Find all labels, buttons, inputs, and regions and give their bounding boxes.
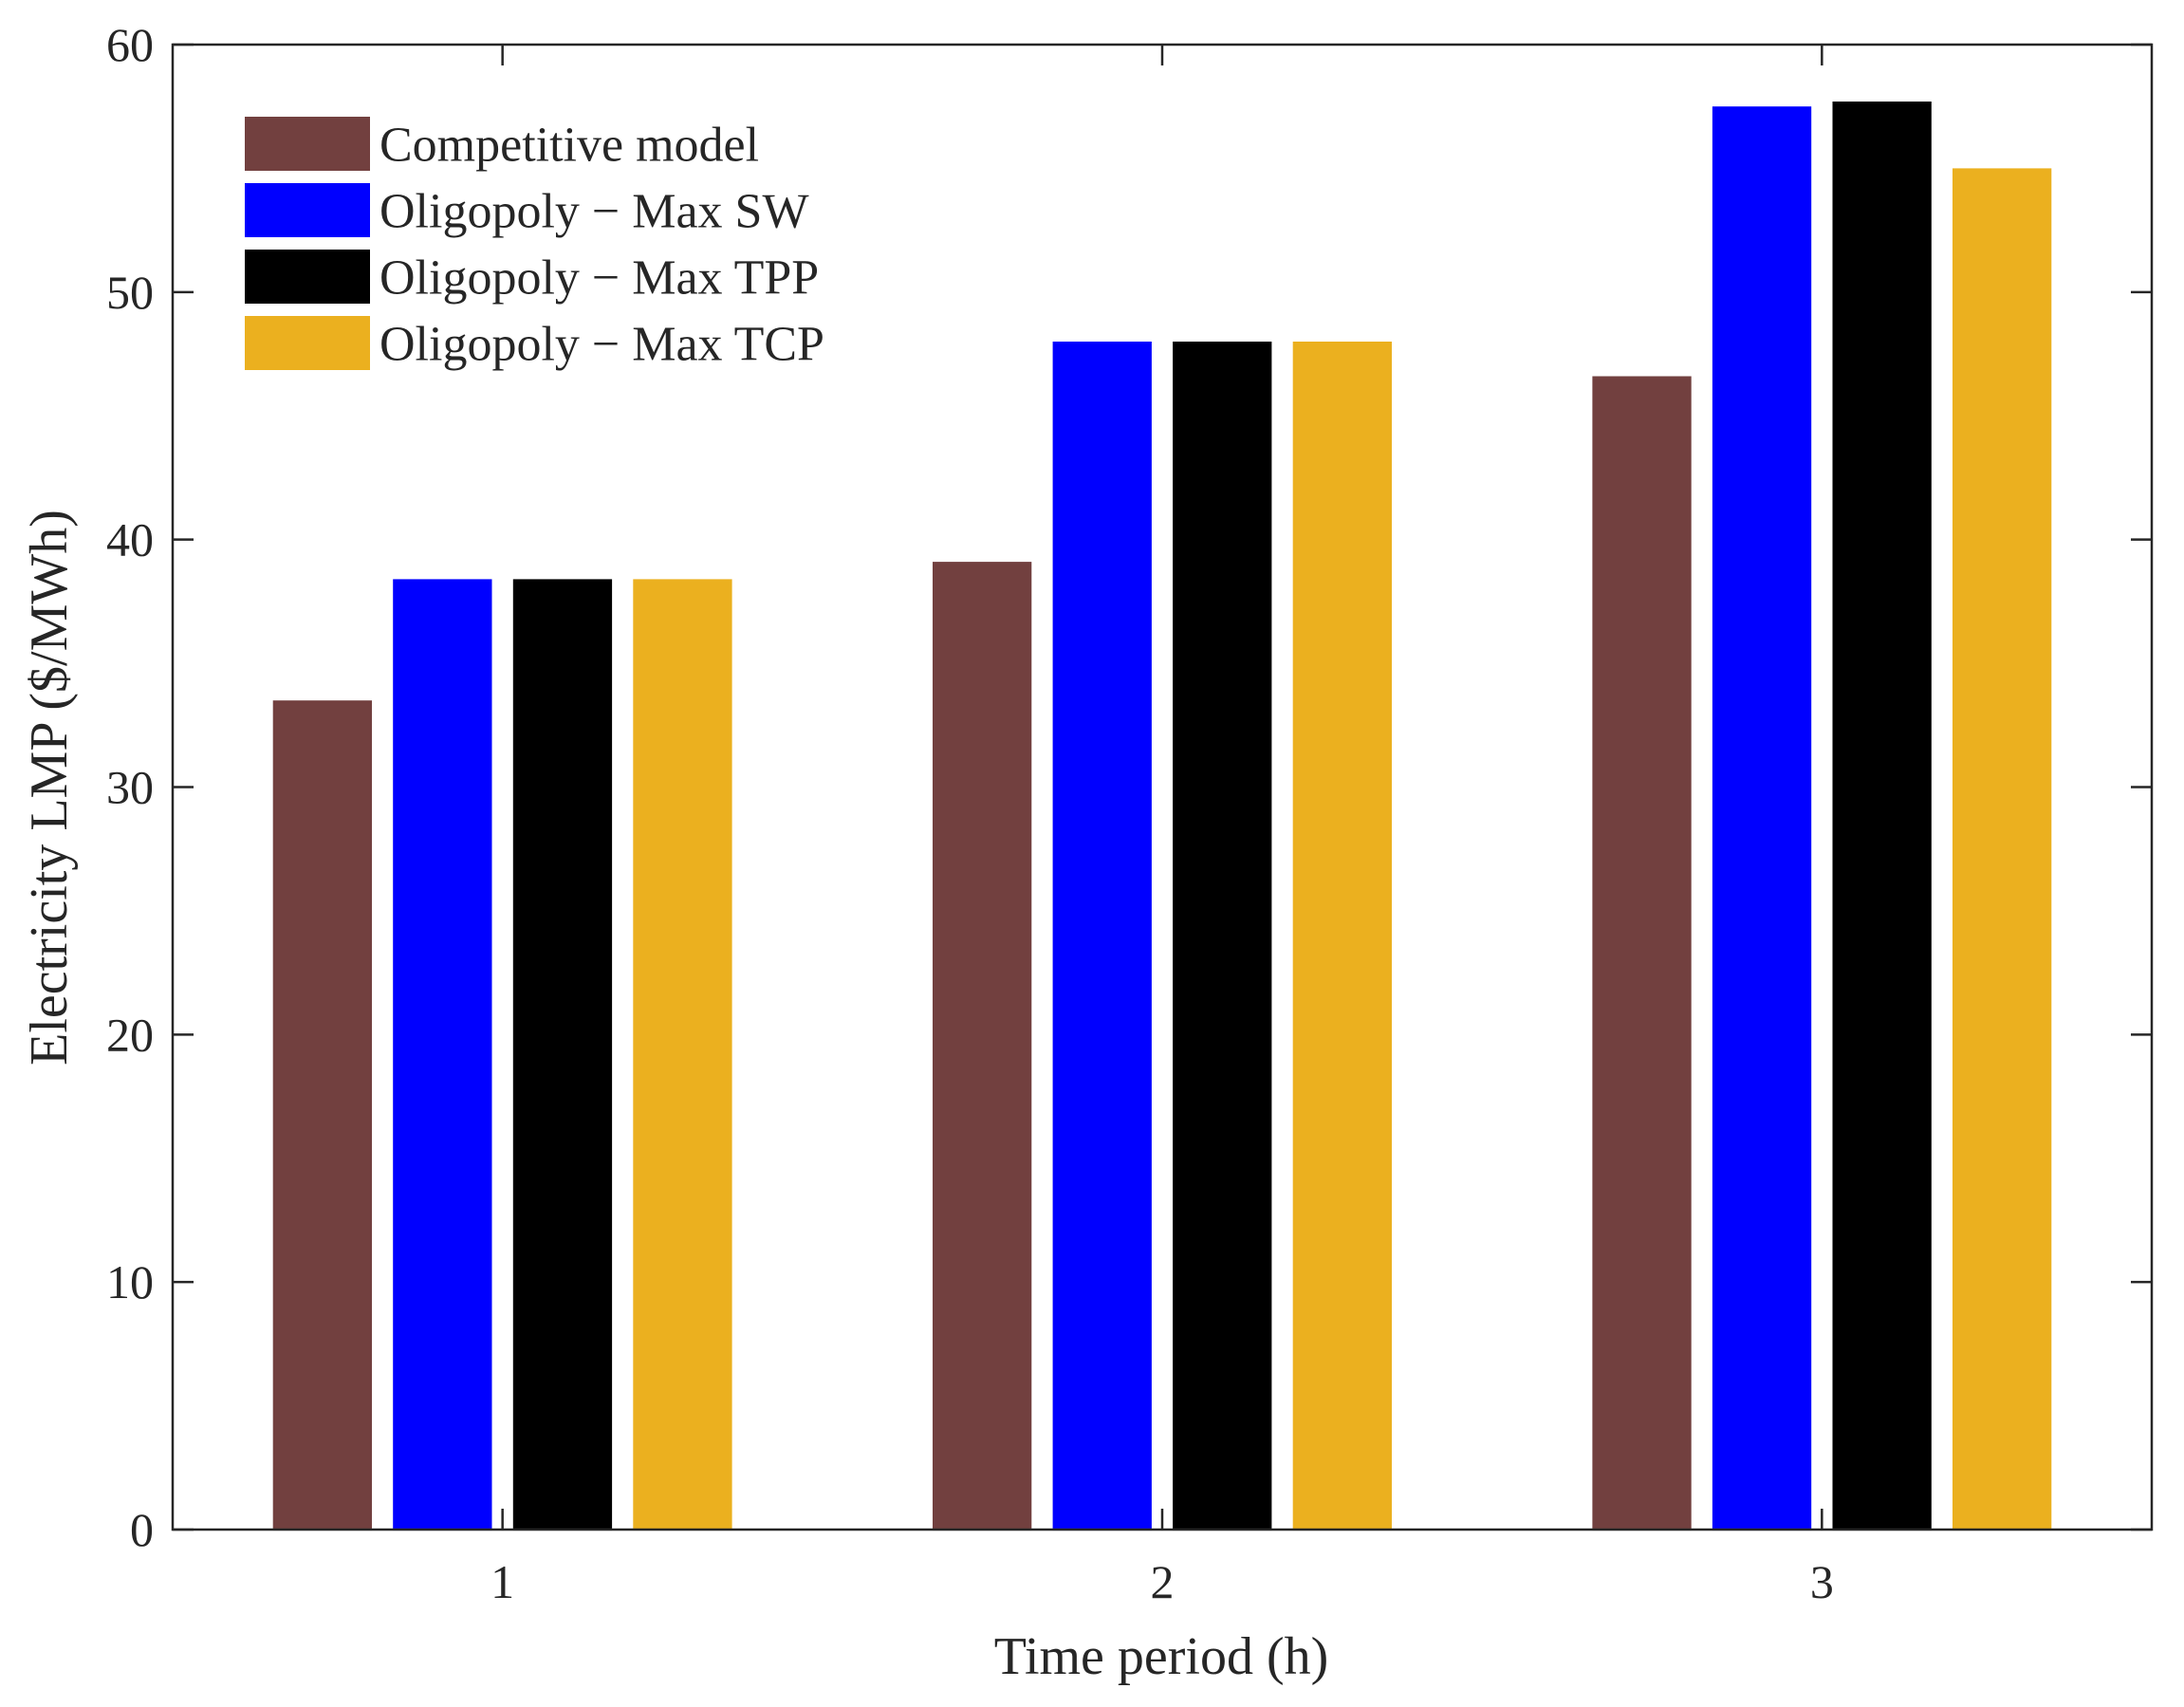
bar-4-cat-3	[1953, 168, 2052, 1530]
y-tick-label: 50	[106, 266, 154, 319]
y-tick-label: 0	[130, 1503, 154, 1556]
bar-4-cat-1	[633, 579, 732, 1530]
y-tick-label: 60	[106, 18, 154, 71]
bars-layer	[272, 102, 2052, 1531]
legend-swatch-1	[245, 117, 370, 171]
y-tick-label: 40	[106, 513, 154, 566]
bar-3-cat-2	[1173, 342, 1272, 1530]
legend-label-1: Competitive model	[379, 119, 759, 173]
legend-label-2: Oligopoly − Max SW	[379, 185, 809, 239]
bar-3-cat-3	[1832, 102, 1932, 1530]
y-tick-label: 10	[106, 1255, 154, 1308]
bar-1-cat-1	[272, 700, 372, 1530]
axes-layer: 0 10 20 30 40 50 60 1 2 3	[106, 18, 2154, 1608]
x-tick-label: 1	[490, 1555, 514, 1608]
bar-2-cat-2	[1052, 342, 1152, 1530]
bar-2-cat-3	[1712, 106, 1812, 1531]
y-tick-label: 30	[106, 761, 154, 814]
bar-1-cat-2	[933, 562, 1032, 1530]
bar-2-cat-1	[393, 579, 492, 1530]
legend-label-3: Oligopoly − Max TPP	[379, 251, 819, 306]
x-tick-label: 3	[1810, 1555, 1834, 1608]
bar-4-cat-2	[1292, 342, 1392, 1530]
x-tick-label: 2	[1151, 1555, 1175, 1608]
bar-1-cat-3	[1592, 376, 1692, 1530]
x-axis-title: Time period (h)	[994, 1627, 1329, 1686]
legend-label-4: Oligopoly − Max TCP	[379, 318, 824, 372]
y-tick-label: 20	[106, 1008, 154, 1061]
legend-swatch-3	[245, 250, 370, 304]
y-axis-title: Electricity LMP ($/MWh)	[20, 510, 79, 1066]
legend-swatch-4	[245, 316, 370, 370]
bar-3-cat-1	[512, 579, 613, 1530]
legend-swatch-2	[245, 183, 370, 237]
legend: Competitive model Oligopoly − Max SW Oligo…	[245, 117, 824, 372]
